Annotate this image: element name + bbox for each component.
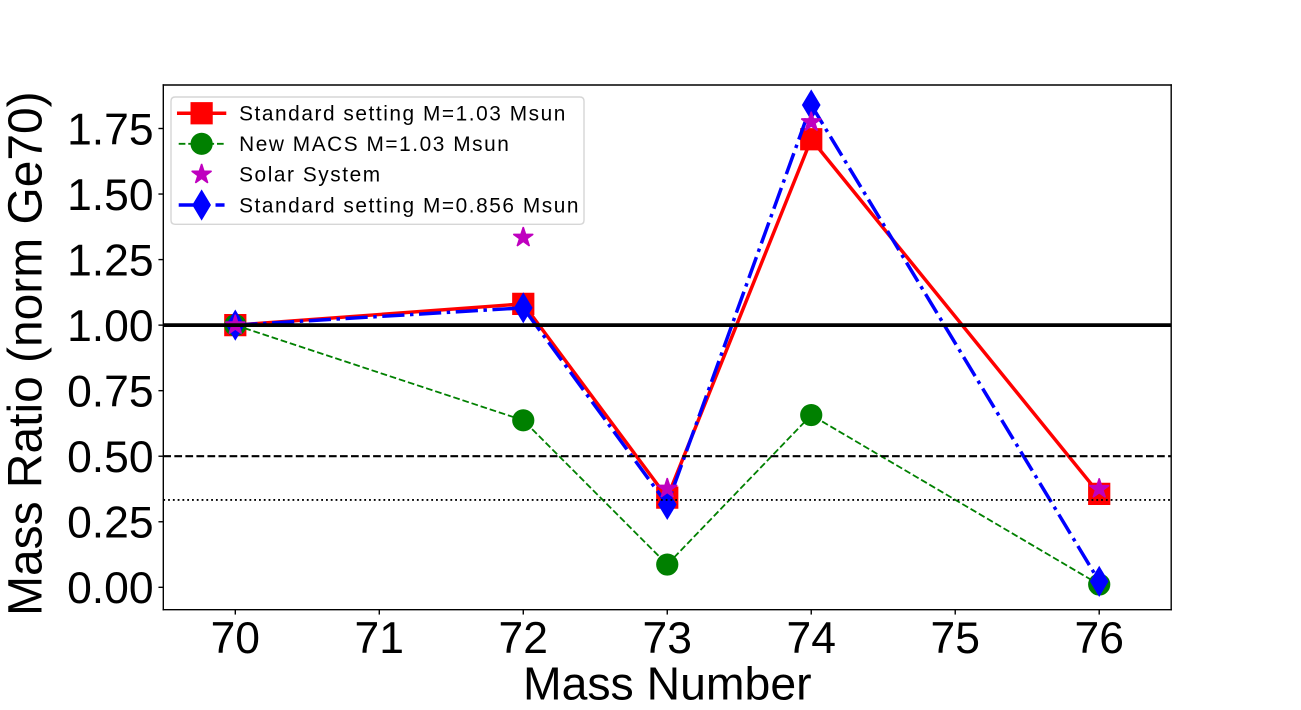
svg-text:0.00: 0.00 xyxy=(67,564,154,613)
svg-text:Solar System: Solar System xyxy=(239,164,382,187)
svg-text:70: 70 xyxy=(211,614,260,663)
svg-text:Mass Ratio (norm Ge70): Mass Ratio (norm Ge70) xyxy=(0,91,52,615)
svg-text:72: 72 xyxy=(499,614,548,663)
svg-text:Mass Number: Mass Number xyxy=(523,657,812,709)
svg-text:0.75: 0.75 xyxy=(67,368,154,417)
svg-text:71: 71 xyxy=(355,614,404,663)
svg-text:0.50: 0.50 xyxy=(67,433,154,482)
svg-text:1.50: 1.50 xyxy=(67,171,154,220)
svg-text:New MACS M=1.03 Msun: New MACS M=1.03 Msun xyxy=(239,133,510,156)
svg-text:74: 74 xyxy=(787,614,836,663)
svg-text:Standard setting M=0.856 Msun: Standard setting M=0.856 Msun xyxy=(239,194,580,217)
svg-text:1.25: 1.25 xyxy=(67,236,154,285)
svg-text:73: 73 xyxy=(643,614,692,663)
svg-text:1.75: 1.75 xyxy=(67,105,154,154)
svg-text:1.00: 1.00 xyxy=(67,302,154,351)
svg-text:76: 76 xyxy=(1074,614,1123,663)
svg-text:75: 75 xyxy=(931,614,980,663)
svg-text:Standard setting M=1.03 Msun: Standard setting M=1.03 Msun xyxy=(239,103,567,126)
svg-text:0.25: 0.25 xyxy=(67,499,154,548)
